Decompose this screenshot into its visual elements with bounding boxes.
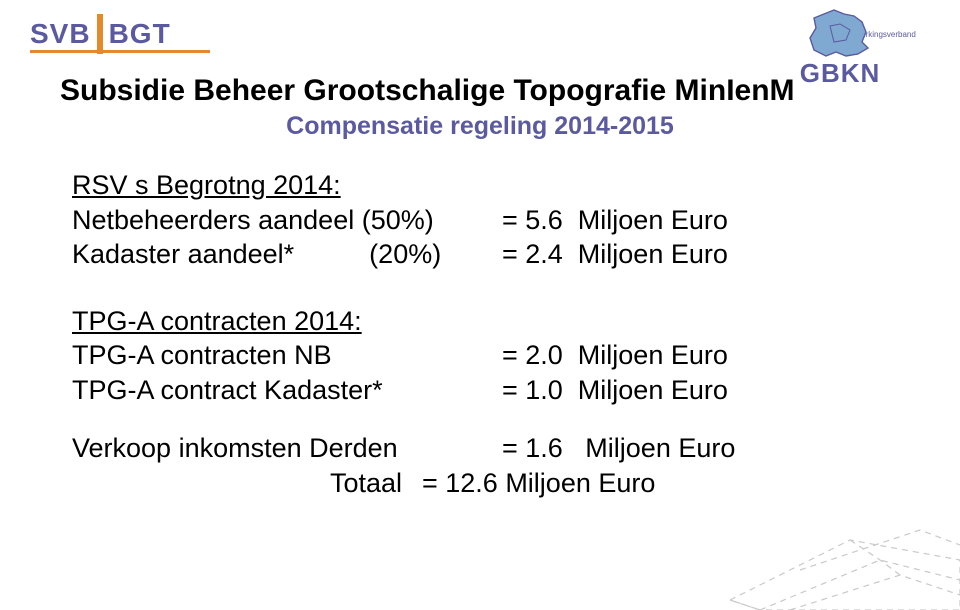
- rsv-row-0-label: Netbeheerders aandeel (50%): [72, 203, 502, 238]
- verkoop-row-0-label: Verkoop inkomsten Derden: [72, 431, 502, 466]
- rsv-row-0: Netbeheerders aandeel (50%) = 5.6 Miljoe…: [72, 203, 735, 238]
- verkoop-row-0: Verkoop inkomsten Derden = 1.6 Miljoen E…: [72, 431, 735, 466]
- tpga-row-0-label: TPG-A contracten NB: [72, 338, 502, 373]
- totaal-row: Totaal = 12.6 Miljoen Euro: [72, 466, 735, 501]
- logo-underline: [30, 50, 210, 53]
- tpga-row-1: TPG-A contract Kadaster* = 1.0 Miljoen E…: [72, 373, 735, 408]
- tpga-row-1-value: = 1.0 Miljoen Euro: [502, 373, 728, 408]
- tpga-row-1-label: TPG-A contract Kadaster*: [72, 373, 502, 408]
- logo-divider-bar: [97, 14, 103, 54]
- rsv-row-0-value: = 5.6 Miljoen Euro: [502, 203, 728, 238]
- content-block: RSV s Begrotng 2014: Netbeheerders aande…: [72, 160, 735, 500]
- tpga-row-0-value: = 2.0 Miljoen Euro: [502, 338, 728, 373]
- rsv-row-1-label: Kadaster aandeel* (20%): [72, 237, 502, 272]
- corner-geometric-decoration: [700, 430, 960, 610]
- totaal-label: Totaal: [72, 466, 422, 501]
- totaal-value: = 12.6 Miljoen Euro: [422, 466, 655, 501]
- page-title: Subsidie Beheer Grootschalige Topografie…: [60, 74, 795, 108]
- rsv-header: RSV s Begrotng 2014:: [72, 168, 735, 203]
- tpga-header: TPG-A contracten 2014:: [72, 304, 735, 339]
- rsv-row-1: Kadaster aandeel* (20%) = 2.4 Miljoen Eu…: [72, 237, 735, 272]
- bgt-text: BGT: [109, 18, 171, 50]
- verkoop-row-0-value: = 1.6 Miljoen Euro: [502, 431, 735, 466]
- netherlands-map-icon: [800, 6, 880, 60]
- svb-bgt-logo: SVB BGT: [30, 14, 171, 54]
- page-subtitle: Compensatie regeling 2014-2015: [0, 112, 960, 141]
- rsv-row-1-value: = 2.4 Miljoen Euro: [502, 237, 728, 272]
- svb-text: SVB: [30, 18, 91, 50]
- tpga-row-0: TPG-A contracten NB = 2.0 Miljoen Euro: [72, 338, 735, 373]
- slide: SVB BGT Landelijk Samenwerkingsverband G…: [0, 0, 960, 610]
